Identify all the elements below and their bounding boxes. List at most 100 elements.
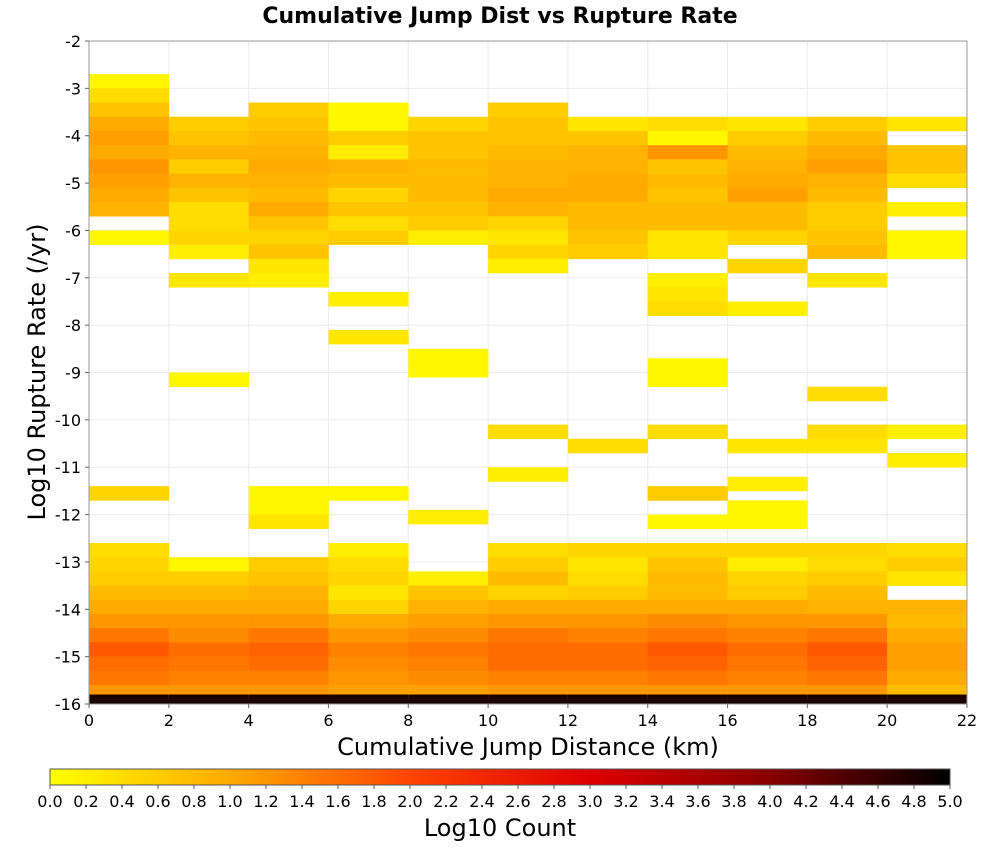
heatmap-cells bbox=[89, 74, 968, 705]
heatmap-cell bbox=[727, 116, 808, 132]
heatmap-cell bbox=[647, 424, 728, 440]
heatmap-cell bbox=[887, 453, 968, 468]
heatmap-cell bbox=[89, 571, 170, 586]
colorbar-tick-label: 0.8 bbox=[181, 792, 206, 811]
heatmap-cell bbox=[647, 202, 728, 217]
heatmap-cell bbox=[248, 628, 329, 643]
heatmap-cell bbox=[168, 216, 249, 231]
heatmap-cell bbox=[647, 358, 728, 373]
heatmap-cell bbox=[408, 656, 489, 672]
heatmap-cell bbox=[328, 585, 409, 601]
heatmap-cell bbox=[647, 230, 728, 245]
heatmap-cell bbox=[727, 159, 808, 174]
x-tick-label: 18 bbox=[797, 711, 817, 730]
heatmap-cell bbox=[408, 187, 489, 203]
heatmap-cell bbox=[807, 130, 888, 146]
heatmap-cell bbox=[488, 670, 569, 686]
colorbar-tick-label: 0.6 bbox=[145, 792, 170, 811]
heatmap-cell bbox=[647, 244, 728, 260]
heatmap-cell bbox=[89, 88, 170, 103]
heatmap-cell bbox=[488, 102, 569, 118]
colorbar-tick-label: 4.6 bbox=[865, 792, 890, 811]
heatmap-cell bbox=[647, 486, 728, 501]
heatmap-cell bbox=[408, 694, 489, 705]
y-tick-label: -15 bbox=[55, 648, 81, 667]
heatmap-cell bbox=[328, 216, 409, 231]
x-tick-label: 20 bbox=[877, 711, 897, 730]
colorbar-tick-label: 4.4 bbox=[829, 792, 854, 811]
heatmap-cell bbox=[567, 230, 649, 245]
heatmap-cell bbox=[807, 216, 888, 231]
colorbar-tick-label: 1.6 bbox=[325, 792, 350, 811]
colorbar-tick-label: 3.6 bbox=[685, 792, 710, 811]
heatmap-cell bbox=[168, 670, 249, 686]
heatmap-cell bbox=[328, 670, 409, 686]
heatmap-cell bbox=[807, 642, 888, 657]
heatmap-cell bbox=[727, 694, 808, 705]
colorbar-tick-label: 1.8 bbox=[361, 792, 386, 811]
heatmap-cell bbox=[328, 116, 409, 132]
heatmap-cell bbox=[248, 642, 329, 657]
heatmap-cell bbox=[727, 514, 808, 530]
heatmap-cell bbox=[408, 216, 489, 231]
heatmap-cell bbox=[168, 244, 249, 260]
heatmap-cell bbox=[488, 424, 569, 440]
heatmap-cell bbox=[168, 614, 249, 629]
heatmap-cell bbox=[248, 500, 329, 515]
heatmap-cell bbox=[807, 202, 888, 217]
heatmap-cell bbox=[168, 628, 249, 643]
heatmap-cell bbox=[488, 202, 569, 217]
heatmap-cell bbox=[567, 187, 649, 203]
heatmap-cell bbox=[248, 159, 329, 174]
heatmap-cell bbox=[887, 670, 968, 686]
heatmap-cell bbox=[328, 102, 409, 118]
heatmap-cell bbox=[248, 571, 329, 586]
heatmap-cell bbox=[488, 467, 569, 482]
heatmap-cell bbox=[89, 585, 170, 601]
colorbar-tick-label: 1.2 bbox=[253, 792, 278, 811]
heatmap-cell bbox=[807, 670, 888, 686]
heatmap-cell bbox=[488, 614, 569, 629]
heatmap-cell bbox=[488, 116, 569, 132]
heatmap-cell bbox=[887, 173, 968, 189]
colorbar-tick-label: 3.4 bbox=[649, 792, 674, 811]
heatmap-cell bbox=[488, 187, 569, 203]
y-tick-label: -2 bbox=[65, 32, 81, 51]
colorbar-tick-label: 3.0 bbox=[577, 792, 602, 811]
heatmap-cell bbox=[89, 74, 170, 89]
colorbar-tick-label: 4.8 bbox=[901, 792, 926, 811]
heatmap-cell bbox=[488, 599, 569, 615]
heatmap-cell bbox=[408, 614, 489, 629]
heatmap-cell bbox=[89, 159, 170, 174]
colorbar-tick-label: 2.8 bbox=[541, 792, 566, 811]
heatmap-cell bbox=[168, 202, 249, 217]
heatmap-cell bbox=[89, 656, 170, 672]
heatmap-cell bbox=[248, 656, 329, 672]
colorbar-tick-label: 5.0 bbox=[937, 792, 962, 811]
heatmap-cell bbox=[807, 145, 888, 160]
heatmap-cell bbox=[567, 670, 649, 686]
heatmap-cell bbox=[727, 173, 808, 189]
colorbar-tick-label: 1.0 bbox=[217, 792, 242, 811]
heatmap-cell bbox=[647, 670, 728, 686]
heatmap-cell bbox=[727, 670, 808, 686]
x-tick-label: 12 bbox=[558, 711, 578, 730]
heatmap-cell bbox=[248, 670, 329, 686]
heatmap-cell bbox=[408, 173, 489, 189]
y-tick-label: -6 bbox=[65, 221, 81, 240]
colorbar-tick-label: 3.8 bbox=[721, 792, 746, 811]
heatmap-cell bbox=[89, 486, 170, 501]
y-tick-label: -16 bbox=[55, 695, 81, 714]
heatmap-cell bbox=[328, 599, 409, 615]
heatmap-cell bbox=[248, 244, 329, 260]
colorbar-tick-label: 2.4 bbox=[469, 792, 494, 811]
heatmap-cell bbox=[89, 642, 170, 657]
heatmap-cell bbox=[248, 557, 329, 572]
heatmap-cell bbox=[567, 438, 649, 454]
heatmap-cell bbox=[567, 244, 649, 260]
heatmap-cell bbox=[887, 614, 968, 629]
heatmap-cell bbox=[567, 628, 649, 643]
heatmap-cell bbox=[89, 542, 170, 558]
heatmap-cell bbox=[248, 187, 329, 203]
heatmap-cell bbox=[328, 145, 409, 160]
